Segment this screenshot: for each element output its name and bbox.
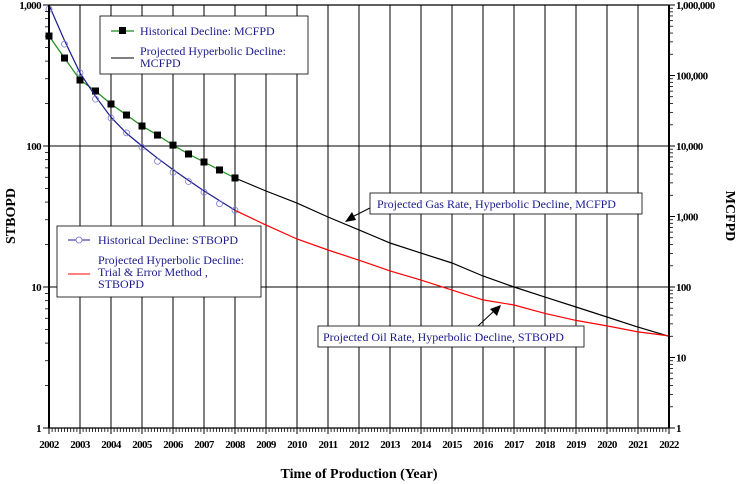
gas-data-point (169, 141, 177, 149)
gas-data-point (76, 76, 84, 84)
y-right-tick-label: 1 (676, 423, 681, 435)
x-tick-label: 2005 (132, 439, 153, 451)
y-right-tick-label: 100,000 (676, 71, 709, 83)
legend-oil-proj-label-3: STBOPD (98, 277, 144, 291)
y-left-tick-label: 100 (26, 141, 42, 153)
legend-oil: Historical Decline: STBOPD Projected Hyp… (56, 225, 262, 298)
y-right-tick-label: 10,000 (676, 141, 704, 153)
x-tick-label: 2018 (535, 439, 556, 451)
legend-gas-proj-label-2: MCFPD (140, 56, 181, 70)
series-line-2 (48, 4, 236, 211)
oil-data-point (154, 157, 161, 165)
oil-data-point (138, 143, 146, 151)
oil-data-point (76, 69, 84, 77)
x-tick-label: 2015 (442, 439, 463, 451)
oil-data-point (61, 40, 68, 48)
gas-data-point (185, 150, 192, 158)
annotation-gas: Projected Gas Rate, Hyperbolic Decline, … (345, 192, 643, 222)
series-line-1 (234, 177, 670, 337)
x-axis-title: Time of Production (Year) (281, 467, 438, 482)
grid (49, 5, 669, 428)
x-tick-label: 2012 (349, 439, 370, 451)
x-tick-label: 2009 (256, 439, 277, 451)
gas-data-point (123, 111, 130, 119)
legend-gas-hist-marker (119, 27, 126, 34)
oil-data-point (123, 129, 130, 137)
y-left-tick-label: 10 (31, 282, 42, 294)
x-tick-label: 2002 (39, 439, 60, 451)
legend-gas: Historical Decline: MCFPD Projected Hype… (99, 15, 309, 75)
annotation-gas-arrowhead (345, 212, 356, 222)
x-tick-label: 2020 (597, 439, 618, 451)
legend-oil-hist-marker (75, 236, 83, 244)
x-tick-label: 2010 (287, 439, 308, 451)
y-right-tick-label: 1,000 (676, 212, 699, 224)
gas-data-point (200, 158, 208, 166)
x-tick-label: 2004 (101, 439, 122, 451)
oil-data-point (185, 178, 192, 185)
oil-data-point (200, 188, 208, 196)
legend-gas-box (99, 15, 309, 75)
annotation-gas-arrow-line (351, 206, 373, 218)
x-tick-label: 2014 (411, 439, 432, 451)
gas-data-point (154, 131, 161, 139)
y-right-tick-label: 100 (676, 282, 692, 294)
x-tick-label: 2011 (319, 439, 338, 451)
legend-gas-proj-label-1: Projected Hyperbolic Decline: (140, 44, 286, 58)
annotation-oil-arrow-line (477, 310, 495, 327)
legend-oil-proj-label-2: Trial & Error Method , (98, 265, 208, 279)
x-tick-label: 2016 (473, 439, 494, 451)
axes: 2002 2003 2004 2005 2006 2007 2008 2009 2010 2011… (19, 0, 716, 451)
x-tick-label: 2017 (504, 439, 525, 451)
y-left-tick-label: 1,000 (19, 0, 42, 12)
annotation-gas-text: Projected Gas Rate, Hyperbolic Decline, … (377, 197, 616, 211)
oil-data-point (92, 95, 99, 103)
y-right-tick-label: 1,000,000 (676, 0, 716, 12)
x-tick-label: 2006 (163, 439, 184, 451)
y-axis-title-left: STBOPD (4, 188, 19, 244)
oil-data-point (107, 114, 115, 122)
series-line-3 (234, 209, 670, 337)
oil-data-point (169, 168, 177, 176)
series-layer (45, 4, 670, 337)
y-left-tick-label: 1 (36, 423, 41, 435)
annotation-oil-arrowhead (490, 305, 501, 316)
oil-data-point (216, 200, 223, 208)
gas-data-point (92, 87, 99, 95)
legend-oil-hist-label: Historical Decline: STBOPD (98, 233, 238, 247)
x-tick-label: 2007 (194, 439, 215, 451)
oil-data-point (231, 206, 239, 214)
annotation-oil-box (317, 325, 585, 348)
x-tick-label: 2008 (225, 439, 246, 451)
annotation-oil: Projected Oil Rate, Hyperbolic Decline, … (317, 305, 585, 348)
y-right-tick-label: 10 (676, 353, 687, 365)
annotation-oil-text: Projected Oil Rate, Hyperbolic Decline, … (323, 330, 564, 344)
legend-oil-proj-label-1: Projected Hyperbolic Decline: (98, 253, 244, 267)
gas-data-point (61, 54, 68, 62)
x-tick-label: 2021 (628, 439, 648, 451)
gas-data-point (107, 100, 115, 108)
x-tick-label: 2013 (380, 439, 401, 451)
legend-oil-box (56, 225, 262, 298)
annotation-gas-box (369, 192, 643, 215)
x-tick-label: 2022 (659, 439, 680, 451)
gas-data-point (231, 174, 239, 182)
x-tick-label: 2003 (70, 439, 91, 451)
gas-data-point (138, 122, 146, 130)
gas-data-point (216, 166, 223, 174)
legend-gas-hist-label: Historical Decline: MCFPD (140, 24, 275, 38)
y-axis-title-right: MCFPD (722, 191, 737, 242)
x-tick-label: 2019 (566, 439, 587, 451)
